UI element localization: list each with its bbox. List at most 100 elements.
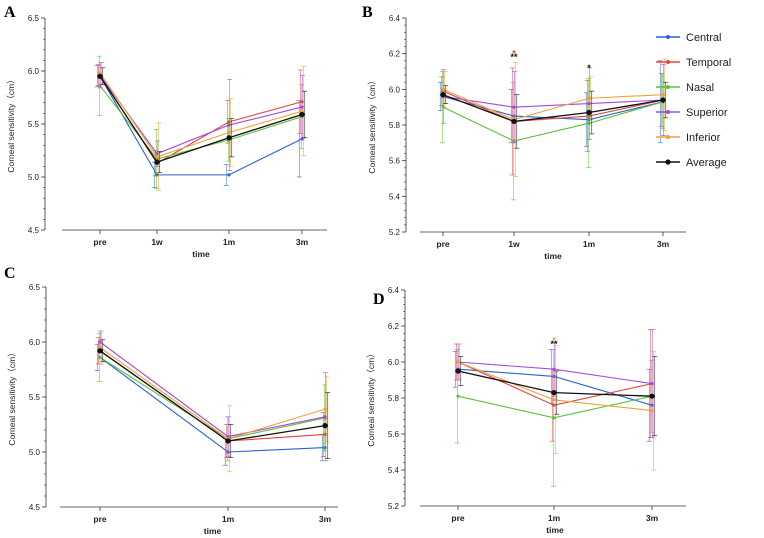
data-point bbox=[299, 111, 305, 118]
panel-A-x-tick-label: pre bbox=[93, 237, 107, 247]
data-point bbox=[227, 173, 231, 177]
data-point bbox=[323, 407, 327, 411]
panel-A-label: A bbox=[4, 4, 16, 21]
data-point bbox=[300, 105, 304, 109]
series-line bbox=[99, 74, 303, 164]
data-point bbox=[512, 139, 516, 143]
series-line bbox=[442, 94, 664, 123]
panel-C-x-tick-label: pre bbox=[93, 514, 107, 524]
panel-D-y-tick-label: 5.8 bbox=[388, 394, 400, 403]
panel-C: C 4.5 5.0 5.5 6.0 6.5 pre 1m 3m time Corneal sens… bbox=[4, 265, 338, 536]
data-point bbox=[552, 403, 556, 407]
series-line bbox=[99, 76, 303, 176]
data-point bbox=[551, 390, 557, 396]
data-point bbox=[225, 438, 231, 444]
panel-C-y-tick-label: 6.5 bbox=[29, 283, 41, 292]
data-point bbox=[455, 368, 461, 374]
panel-B-x-axis-label: time bbox=[544, 251, 562, 261]
panel-A-series-average bbox=[97, 67, 308, 174]
data-point bbox=[456, 394, 460, 398]
panel-D-y-tick-label: 5.6 bbox=[388, 430, 400, 439]
data-point bbox=[552, 367, 556, 371]
legend-entry-nasal: Nasal bbox=[656, 82, 714, 94]
legend-marker-average bbox=[665, 159, 671, 165]
panel-B-significance-marker: ** bbox=[510, 52, 518, 62]
panel-C-x-tick-label: 1m bbox=[222, 514, 235, 524]
data-point bbox=[98, 345, 102, 350]
panel-B-y-tick-label: 5.2 bbox=[389, 228, 401, 237]
panel-B-y-tick-label: 6.0 bbox=[389, 85, 401, 94]
data-point bbox=[456, 360, 460, 364]
data-point bbox=[650, 403, 654, 407]
panel-A-x-tick-label: 3m bbox=[296, 237, 309, 247]
legend-marker-temporal bbox=[666, 60, 670, 64]
panel-A-y-tick-label: 5.0 bbox=[28, 173, 40, 182]
data-point bbox=[226, 450, 230, 454]
data-point bbox=[226, 435, 230, 439]
legend-marker-central bbox=[666, 35, 670, 39]
data-point bbox=[661, 93, 665, 97]
data-point bbox=[586, 109, 592, 116]
panel-A: A 4.5 5.0 5.5 6.0 6.5 pre 1w 1m 3m time Corneal se… bbox=[4, 4, 327, 259]
panel-A-series-nasal bbox=[96, 55, 304, 189]
panel-C-x-tick-label: 3m bbox=[319, 514, 332, 524]
data-point bbox=[650, 409, 654, 413]
panel-C-series-inferior bbox=[98, 330, 330, 473]
panel-C-series-central bbox=[94, 343, 327, 466]
data-point bbox=[649, 393, 655, 399]
series-line bbox=[99, 75, 303, 163]
legend-label-inferior: Inferior bbox=[686, 132, 721, 144]
legend-entry-average: Average bbox=[656, 157, 727, 169]
panel-B-series-superior bbox=[441, 64, 667, 144]
legend-label-average: Average bbox=[686, 157, 727, 169]
panel-D-x-tick-label: 3m bbox=[646, 513, 659, 523]
panel-D-y-tick-label: 5.2 bbox=[388, 502, 400, 511]
panel-B: B 5.2 5.4 5.6 5.8 6.0 6.2 6.4 pre 1w 1m 3m time Corn… bbox=[362, 4, 686, 261]
data-point bbox=[97, 348, 103, 354]
data-point bbox=[441, 87, 445, 91]
panel-D-y-tick-label: 6.0 bbox=[388, 358, 400, 367]
data-point bbox=[552, 398, 556, 402]
panel-D-x-tick-label: 1m bbox=[548, 513, 561, 523]
panel-C-y-axis-label: Corneal sensitivity（cm） bbox=[7, 348, 17, 445]
panel-D-series-nasal bbox=[454, 349, 654, 487]
panel-D-x-tick-label: pre bbox=[451, 513, 465, 523]
data-point bbox=[552, 374, 556, 378]
data-point bbox=[98, 340, 102, 344]
panel-A-x-axis-label: time bbox=[192, 249, 210, 259]
series-line bbox=[442, 95, 664, 108]
panel-D-y-tick-label: 6.4 bbox=[388, 286, 400, 295]
data-point bbox=[155, 152, 159, 156]
panel-B-y-axis-label: Corneal sensitivity（cm） bbox=[367, 76, 377, 173]
data-point bbox=[154, 159, 160, 165]
legend-label-temporal: Temporal bbox=[686, 57, 731, 69]
panel-C-y-tick-label: 4.5 bbox=[29, 503, 41, 512]
data-point bbox=[300, 100, 304, 104]
data-point bbox=[440, 92, 446, 98]
panel-A-x-tick-label: 1m bbox=[223, 237, 236, 247]
legend-entry-central: Central bbox=[656, 32, 721, 44]
legend-marker-superior bbox=[666, 110, 670, 114]
legend: Central Temporal Nasal Superior Inferior bbox=[656, 32, 731, 169]
panel-A-y-tick-label: 6.0 bbox=[28, 67, 40, 76]
data-point bbox=[660, 97, 666, 103]
legend-label-superior: Superior bbox=[686, 107, 728, 119]
legend-label-central: Central bbox=[686, 32, 721, 44]
legend-entry-inferior: Inferior bbox=[656, 132, 721, 144]
series-line bbox=[442, 88, 664, 121]
data-point bbox=[227, 120, 231, 124]
data-point bbox=[512, 105, 516, 109]
data-point bbox=[323, 446, 327, 450]
data-point bbox=[587, 96, 591, 100]
data-point bbox=[323, 432, 327, 436]
panel-D-y-tick-label: 6.2 bbox=[388, 322, 400, 331]
data-point bbox=[650, 382, 654, 386]
panel-A-y-tick-label: 4.5 bbox=[28, 226, 40, 235]
data-point bbox=[511, 118, 517, 125]
series-line bbox=[442, 90, 664, 122]
panel-B-significance-marker: * bbox=[512, 49, 516, 59]
panel-C-series-nasal bbox=[96, 332, 327, 462]
panel-B-x-tick-label: 3m bbox=[657, 239, 670, 249]
series-line bbox=[99, 341, 326, 438]
